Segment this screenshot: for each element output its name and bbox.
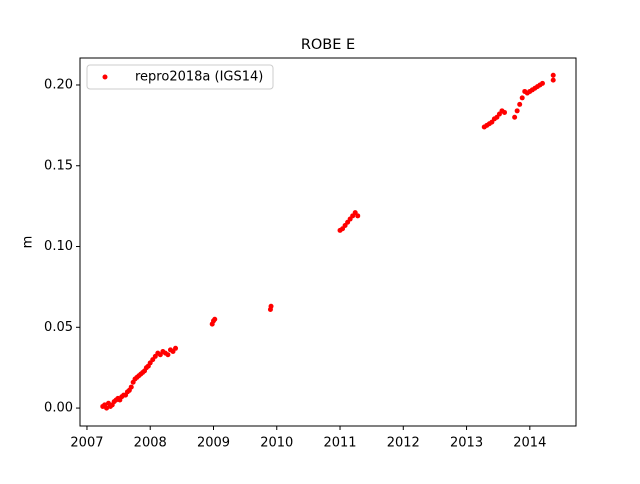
point [173, 345, 179, 351]
point [212, 316, 218, 322]
x-tick-label: 2010 [260, 436, 293, 451]
legend-box [86, 64, 274, 90]
point [355, 213, 361, 219]
point [165, 352, 171, 358]
x-tick-label: 2012 [387, 436, 420, 451]
point [519, 95, 525, 101]
chart-title: ROBE E [301, 37, 355, 53]
y-axis-label: m [21, 236, 36, 249]
x-tick-label: 2008 [134, 436, 167, 451]
point [550, 77, 556, 83]
x-tick-label: 2009 [197, 436, 230, 451]
point [512, 114, 518, 120]
x-tick-label: 2007 [70, 436, 103, 451]
point [268, 303, 274, 309]
y-tick-label: 0.05 [44, 320, 73, 335]
y-tick-label: 0.00 [44, 401, 73, 416]
legend-marker [102, 74, 108, 80]
x-tick-label: 2011 [323, 436, 356, 451]
point [514, 108, 520, 114]
plot-frame [79, 57, 577, 427]
y-tick-label: 0.15 [44, 158, 73, 173]
y-tick-label: 0.10 [44, 239, 73, 254]
legend-label: repro2018a (IGS14) [135, 70, 263, 85]
x-tick-label: 2014 [513, 436, 546, 451]
point [104, 405, 110, 411]
point [539, 80, 545, 86]
x-tick-label: 2013 [450, 436, 483, 451]
point [128, 384, 134, 390]
point [502, 109, 508, 115]
y-tick-label: 0.20 [44, 77, 73, 92]
point [550, 72, 556, 78]
point [517, 101, 523, 107]
